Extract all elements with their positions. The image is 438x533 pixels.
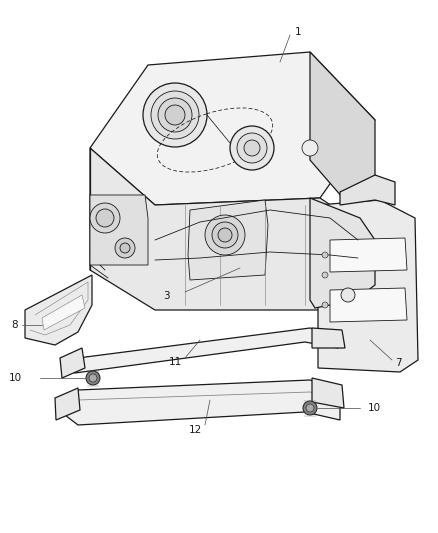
Polygon shape xyxy=(310,198,375,308)
Polygon shape xyxy=(68,328,340,373)
Circle shape xyxy=(96,209,114,227)
Polygon shape xyxy=(310,52,375,235)
Polygon shape xyxy=(312,328,345,348)
Polygon shape xyxy=(330,238,407,272)
Circle shape xyxy=(165,105,185,125)
Polygon shape xyxy=(330,288,407,322)
Polygon shape xyxy=(65,380,340,425)
Polygon shape xyxy=(318,200,418,372)
Circle shape xyxy=(302,140,318,156)
Circle shape xyxy=(237,133,267,163)
Polygon shape xyxy=(55,388,80,420)
Text: 12: 12 xyxy=(189,425,202,435)
Circle shape xyxy=(115,238,135,258)
Text: 7: 7 xyxy=(395,358,402,368)
Text: 11: 11 xyxy=(169,357,182,367)
Circle shape xyxy=(86,371,100,385)
Polygon shape xyxy=(25,275,92,345)
Polygon shape xyxy=(90,52,375,205)
Circle shape xyxy=(158,98,192,132)
Polygon shape xyxy=(188,200,268,280)
Circle shape xyxy=(90,203,120,233)
Circle shape xyxy=(205,215,245,255)
Circle shape xyxy=(151,91,199,139)
Circle shape xyxy=(303,401,317,415)
Circle shape xyxy=(120,243,130,253)
Polygon shape xyxy=(90,195,148,265)
Text: 10: 10 xyxy=(9,373,22,383)
Text: 10: 10 xyxy=(368,403,381,413)
Circle shape xyxy=(341,288,355,302)
Circle shape xyxy=(230,126,274,170)
Circle shape xyxy=(322,252,328,258)
Polygon shape xyxy=(340,175,395,205)
Polygon shape xyxy=(312,378,344,408)
Circle shape xyxy=(212,222,238,248)
Polygon shape xyxy=(60,348,85,378)
Polygon shape xyxy=(42,295,85,330)
Circle shape xyxy=(143,83,207,147)
Text: 1: 1 xyxy=(295,27,302,37)
Circle shape xyxy=(244,140,260,156)
Circle shape xyxy=(322,272,328,278)
Text: 8: 8 xyxy=(11,320,18,330)
Text: 3: 3 xyxy=(163,291,170,301)
Polygon shape xyxy=(90,148,375,315)
Circle shape xyxy=(306,404,314,412)
Circle shape xyxy=(218,228,232,242)
Circle shape xyxy=(322,302,328,308)
Circle shape xyxy=(89,374,97,382)
